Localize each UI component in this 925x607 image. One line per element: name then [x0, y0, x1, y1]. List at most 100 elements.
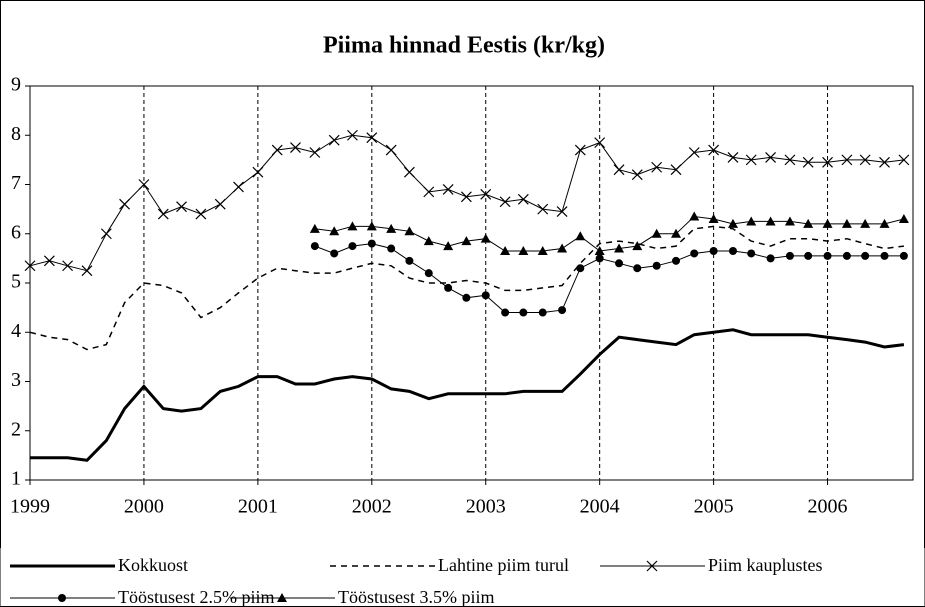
series-marker	[651, 228, 662, 238]
series-marker	[43, 255, 55, 267]
series-marker	[481, 291, 490, 300]
series-marker	[803, 218, 814, 228]
series-marker	[499, 196, 511, 208]
series-marker	[461, 236, 472, 246]
series-marker	[556, 206, 568, 218]
series-marker	[709, 246, 718, 255]
legend-item: Kokkuost	[10, 555, 188, 575]
series-marker	[195, 208, 207, 220]
legend-marker	[58, 594, 66, 602]
series-marker	[765, 216, 776, 226]
series-marker	[574, 144, 586, 156]
series-marker	[404, 226, 415, 236]
series-marker	[330, 249, 339, 258]
legend-label: Tööstusest 3.5% piim	[338, 587, 495, 607]
series-marker	[214, 198, 226, 210]
y-tick-label: 3	[11, 369, 21, 391]
series-marker	[480, 188, 492, 200]
series-marker	[575, 231, 586, 241]
series-marker	[860, 218, 871, 228]
series-marker	[366, 221, 377, 231]
chart-title: Piima hinnad Eestis (kr/kg)	[323, 33, 605, 59]
series-marker	[403, 166, 415, 178]
series-marker	[233, 181, 244, 193]
series-marker	[727, 218, 738, 228]
series-marker	[460, 191, 472, 203]
x-tick-label: 1999	[10, 496, 50, 518]
series-marker	[500, 245, 511, 255]
series-marker	[537, 245, 548, 255]
series-marker	[558, 306, 567, 315]
series-marker	[328, 134, 340, 146]
series-marker	[443, 241, 454, 251]
x-tick-label: 2003	[466, 496, 506, 518]
series-marker	[271, 144, 283, 156]
series-marker	[672, 256, 681, 265]
series-marker	[538, 308, 547, 317]
series-marker	[879, 156, 890, 168]
series-marker	[765, 151, 777, 163]
series-marker	[689, 211, 700, 221]
series-marker	[841, 154, 853, 166]
x-tick-label: 2000	[124, 496, 164, 518]
legend-box	[0, 548, 925, 606]
series-marker	[329, 226, 340, 236]
series-marker	[859, 154, 871, 166]
series-marker	[405, 256, 414, 265]
y-tick-label: 1	[11, 468, 21, 490]
series-marker	[802, 156, 814, 168]
series-marker	[157, 208, 169, 220]
series-marker	[387, 244, 396, 253]
x-tick-label: 2004	[580, 496, 620, 518]
series-marker	[309, 147, 321, 158]
series-marker	[671, 228, 682, 238]
series-marker	[290, 142, 301, 153]
series-marker	[785, 251, 794, 260]
legend-label: Tööstusest 2.5% piim	[118, 587, 275, 607]
y-tick-label: 8	[11, 123, 21, 145]
series-marker	[745, 154, 757, 166]
y-tick-label: 6	[11, 221, 21, 243]
x-tick-label: 2001	[238, 496, 278, 518]
series-marker	[138, 179, 150, 190]
series-marker	[594, 137, 606, 149]
series-marker	[804, 251, 813, 260]
series-marker	[385, 144, 397, 156]
series-marker	[823, 251, 832, 260]
series-marker	[613, 164, 625, 176]
series-marker	[442, 184, 454, 195]
series-marker	[633, 264, 642, 273]
series-marker	[386, 223, 397, 233]
series-marker	[614, 243, 625, 253]
series-marker	[880, 251, 889, 260]
series-marker	[24, 260, 36, 272]
y-tick-label: 2	[11, 418, 21, 440]
series-marker	[651, 161, 663, 173]
x-tick-label: 2005	[694, 496, 734, 518]
series-marker	[784, 154, 796, 166]
series-marker	[424, 269, 433, 278]
y-tick-label: 7	[11, 172, 21, 194]
y-tick-label: 5	[11, 271, 21, 293]
series-marker	[100, 228, 112, 240]
series-marker	[841, 218, 852, 228]
series-marker	[747, 249, 756, 258]
series-marker	[348, 242, 357, 251]
series-marker	[688, 147, 700, 158]
series-marker	[62, 260, 74, 272]
legend-marker	[277, 593, 287, 602]
series-marker	[879, 218, 890, 228]
legend-item: Tööstusest 3.5% piim	[230, 587, 495, 607]
series-marker	[708, 213, 719, 223]
series-marker	[366, 132, 378, 144]
series-line	[29, 225, 904, 351]
series-marker	[822, 218, 833, 228]
y-tick-label: 4	[11, 320, 21, 342]
series-marker	[898, 154, 910, 166]
series-marker	[898, 213, 909, 223]
series-marker	[518, 245, 529, 255]
series-marker	[119, 198, 130, 210]
series-marker	[690, 249, 699, 258]
series-marker	[423, 186, 435, 198]
legend-label: Piim kauplustes	[708, 555, 823, 575]
